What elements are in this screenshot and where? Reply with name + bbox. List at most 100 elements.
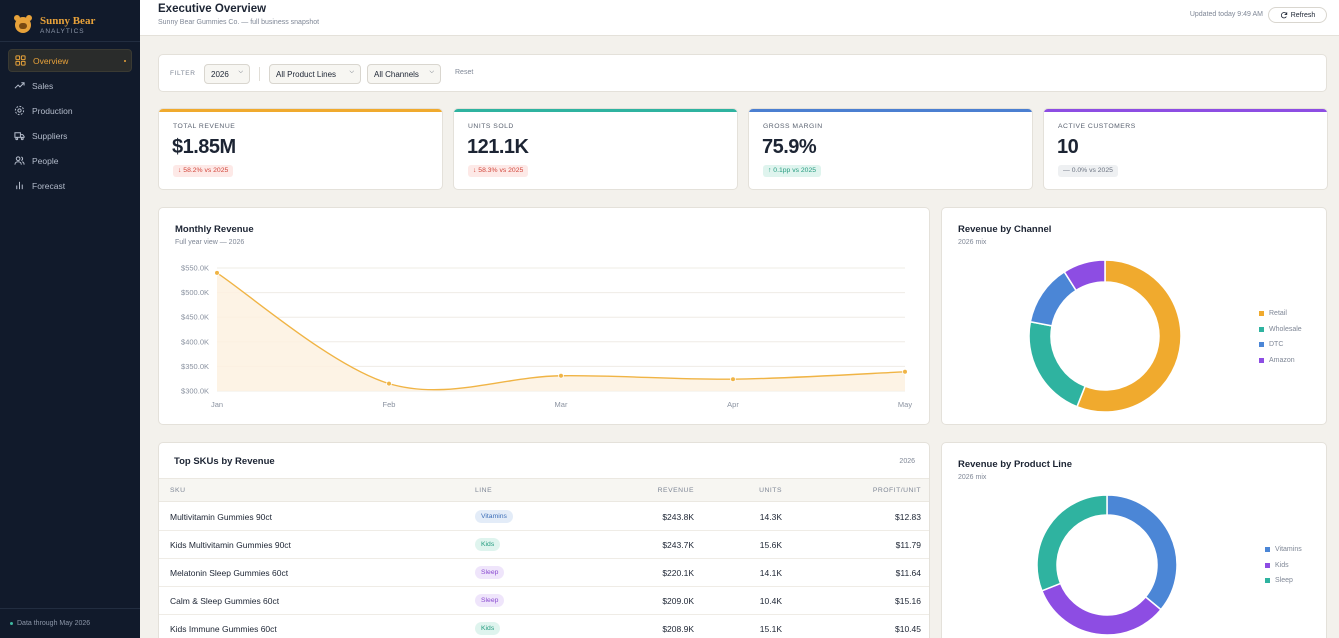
panel-subtitle: 2026 mix bbox=[958, 474, 987, 481]
year-select[interactable]: 2026 ⌵ bbox=[204, 64, 250, 84]
updated-timestamp: Updated today 9:49 AM bbox=[1189, 11, 1263, 18]
sidebar-item-label: Overview bbox=[33, 55, 69, 66]
dash-icon: — bbox=[1063, 167, 1070, 174]
revenue-cell: $208.9K bbox=[662, 624, 694, 634]
truck-icon bbox=[14, 130, 25, 141]
arrow-down-icon: ↓ bbox=[178, 167, 182, 174]
legend-item[interactable]: Amazon bbox=[1259, 353, 1302, 369]
legend-item[interactable]: Retail bbox=[1259, 306, 1302, 322]
legend-item[interactable]: Vitamins bbox=[1265, 542, 1302, 558]
trend-up-icon bbox=[14, 80, 25, 91]
legend-label: Sleep bbox=[1275, 577, 1293, 585]
data-point bbox=[902, 369, 908, 375]
legend-swatch bbox=[1265, 562, 1270, 568]
column-header-units[interactable]: UNITS bbox=[759, 487, 782, 494]
kpi-value: $1.85M bbox=[172, 136, 236, 158]
data-through-note: Data through May 2026 bbox=[0, 608, 140, 638]
monthly-revenue-panel: Monthly Revenue Full year view — 2026 $3… bbox=[158, 207, 930, 425]
line-pill: Sleep bbox=[475, 594, 505, 607]
column-header-line[interactable]: LINE bbox=[475, 487, 493, 494]
page-header: Executive Overview Sunny Bear Gummies Co… bbox=[140, 0, 1339, 36]
kpi-value: 121.1K bbox=[467, 136, 529, 158]
line-pill: Kids bbox=[475, 622, 501, 635]
filter-divider bbox=[259, 67, 260, 81]
arrow-down-icon: ↓ bbox=[473, 167, 477, 174]
legend-item[interactable]: DTC bbox=[1259, 337, 1302, 353]
table-row[interactable]: Multivitamin Gummies 90ct Vitamins $243.… bbox=[159, 503, 929, 531]
top-skus-panel: Top SKUs by Revenue 2026 SKU LINE REVENU… bbox=[158, 442, 930, 638]
reset-link[interactable]: Reset bbox=[455, 69, 474, 76]
sidebar-item-people[interactable]: People bbox=[8, 149, 132, 172]
product-line-value: All Product Lines bbox=[276, 69, 337, 79]
chevron-down-icon: ⌵ bbox=[429, 69, 434, 75]
line-pill: Sleep bbox=[475, 566, 505, 579]
panel-title: Top SKUs by Revenue bbox=[174, 456, 275, 467]
legend-swatch bbox=[1265, 578, 1270, 584]
kpi-card-active-customers: ACTIVE CUSTOMERS 10 — 0.0% vs 2025 bbox=[1043, 108, 1328, 190]
product-line-select[interactable]: All Product Lines ⌵ bbox=[269, 64, 361, 84]
legend-label: Retail bbox=[1269, 310, 1287, 318]
kpi-delta-text: 58.3% vs 2025 bbox=[478, 167, 524, 174]
donut-slice-vitamins bbox=[1106, 494, 1178, 611]
y-tick-label: $350.0K bbox=[181, 362, 209, 371]
donut-slice-sleep bbox=[1036, 494, 1108, 592]
sidebar: Sunny Bear ANALYTICS Overview Sales Prod… bbox=[0, 0, 140, 638]
refresh-label: Refresh bbox=[1290, 11, 1316, 19]
column-header-sku[interactable]: SKU bbox=[170, 487, 186, 494]
filter-bar: FILTER 2026 ⌵ All Product Lines ⌵ All Ch… bbox=[158, 54, 1327, 92]
sidebar-nav: Overview Sales Production Suppliers Peop… bbox=[0, 49, 140, 197]
legend-label: DTC bbox=[1269, 341, 1284, 349]
channel-select[interactable]: All Channels ⌵ bbox=[367, 64, 441, 84]
sidebar-item-suppliers[interactable]: Suppliers bbox=[8, 124, 132, 147]
kpi-delta-badge: — 0.0% vs 2025 bbox=[1058, 165, 1118, 177]
legend-item[interactable]: Kids bbox=[1265, 558, 1302, 574]
units-cell: 14.1K bbox=[759, 568, 782, 578]
sidebar-item-forecast[interactable]: Forecast bbox=[8, 174, 132, 197]
legend-swatch bbox=[1259, 342, 1264, 348]
table-row[interactable]: Kids Immune Gummies 60ct Kids $208.9K 15… bbox=[159, 615, 929, 638]
legend-swatch bbox=[1259, 357, 1264, 363]
units-cell: 10.4K bbox=[759, 596, 782, 606]
line-pill: Kids bbox=[475, 538, 501, 551]
arrow-up-icon: ↑ bbox=[768, 167, 772, 174]
sidebar-item-sales[interactable]: Sales bbox=[8, 74, 132, 97]
gear-icon bbox=[14, 105, 25, 116]
data-point bbox=[730, 376, 736, 382]
x-tick-label: May bbox=[898, 400, 912, 409]
table-row[interactable]: Calm & Sleep Gummies 60ct Sleep $209.0K … bbox=[159, 587, 929, 615]
sidebar-item-overview[interactable]: Overview bbox=[8, 49, 132, 72]
kpi-label: TOTAL REVENUE bbox=[173, 123, 236, 130]
table-row[interactable]: Kids Multivitamin Gummies 90ct Kids $243… bbox=[159, 531, 929, 559]
kpi-value: 75.9% bbox=[762, 136, 817, 158]
page-title: Executive Overview bbox=[158, 3, 267, 15]
legend-item[interactable]: Wholesale bbox=[1259, 322, 1302, 338]
profit-per-unit-cell: $10.45 bbox=[895, 624, 921, 634]
units-cell: 15.1K bbox=[759, 624, 782, 634]
donut-slice-amazon bbox=[1063, 259, 1106, 292]
column-header-revenue[interactable]: REVENUE bbox=[657, 487, 694, 494]
refresh-button[interactable]: Refresh bbox=[1268, 7, 1327, 23]
legend-item[interactable]: Sleep bbox=[1265, 573, 1302, 589]
kpi-label: UNITS SOLD bbox=[468, 123, 514, 130]
table-row[interactable]: Melatonin Sleep Gummies 60ct Sleep $220.… bbox=[159, 559, 929, 587]
product-line-legend: Vitamins Kids Sleep bbox=[1265, 542, 1302, 589]
y-tick-label: $500.0K bbox=[181, 288, 209, 297]
filter-label: FILTER bbox=[170, 70, 196, 77]
x-tick-label: Mar bbox=[555, 400, 568, 409]
revenue-by-product-line-panel: Revenue by Product Line 2026 mix Vitamin… bbox=[941, 442, 1327, 638]
x-tick-label: Feb bbox=[383, 400, 396, 409]
column-header-profit-per-unit[interactable]: PROFIT/UNIT bbox=[872, 487, 921, 494]
kpi-label: ACTIVE CUSTOMERS bbox=[1058, 123, 1136, 130]
revenue-area bbox=[217, 272, 905, 391]
kpi-value: 10 bbox=[1057, 136, 1079, 158]
refresh-icon bbox=[1280, 12, 1287, 19]
line-pill: Vitamins bbox=[475, 510, 513, 523]
brand[interactable]: Sunny Bear ANALYTICS bbox=[0, 0, 140, 42]
legend-swatch bbox=[1259, 326, 1264, 332]
sidebar-item-production[interactable]: Production bbox=[8, 99, 132, 122]
sidebar-item-label: Forecast bbox=[32, 180, 66, 191]
panel-subtitle: 2026 mix bbox=[958, 239, 987, 246]
status-dot-icon bbox=[10, 621, 13, 625]
chevron-down-icon: ⌵ bbox=[238, 69, 243, 75]
revenue-by-channel-panel: Revenue by Channel 2026 mix Retail Wholes… bbox=[941, 207, 1327, 425]
